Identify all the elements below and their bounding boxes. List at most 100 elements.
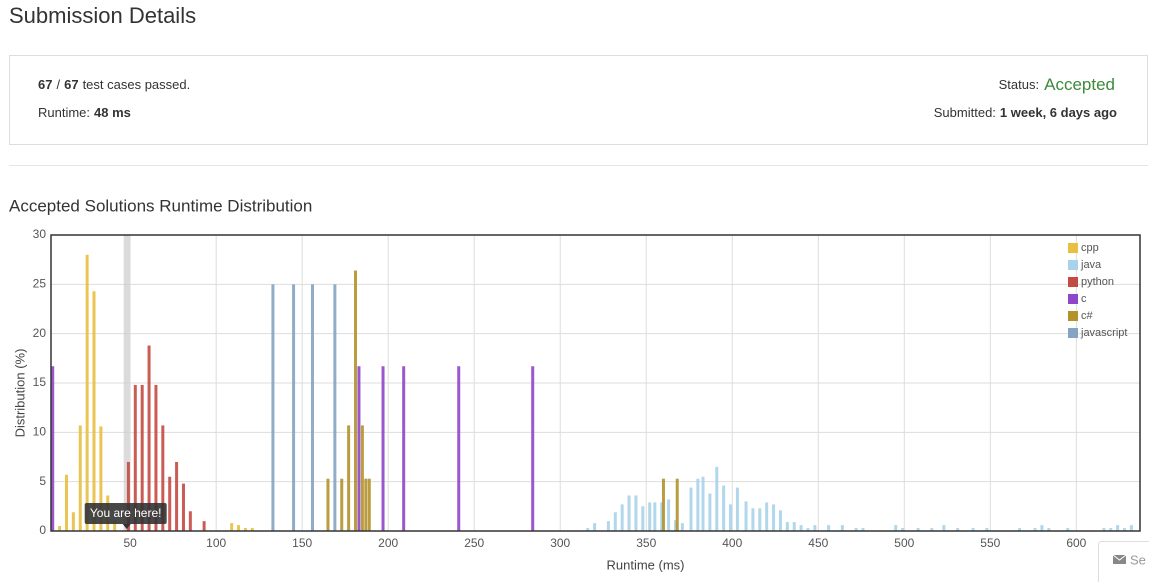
submitted-value: 1 week, 6 days ago bbox=[1000, 105, 1117, 120]
y-tick-label: 15 bbox=[33, 375, 47, 389]
tooltip-text: You are here! bbox=[90, 506, 162, 520]
bar bbox=[93, 291, 96, 531]
legend-label: javascript bbox=[1080, 327, 1127, 339]
bar bbox=[175, 462, 178, 531]
bar bbox=[361, 425, 364, 531]
bar bbox=[364, 479, 367, 531]
status: Status:Accepted bbox=[999, 75, 1115, 94]
legend-swatch bbox=[1068, 311, 1078, 321]
bar bbox=[1116, 525, 1119, 531]
bar bbox=[72, 512, 75, 531]
bar bbox=[368, 479, 371, 531]
bar bbox=[786, 522, 789, 531]
separator: / bbox=[56, 77, 60, 92]
passed-count: 67 bbox=[38, 77, 52, 92]
bar bbox=[745, 501, 748, 531]
bar bbox=[634, 495, 637, 531]
legend-swatch bbox=[1068, 243, 1078, 253]
x-tick-label: 150 bbox=[292, 536, 312, 550]
x-tick-label: 200 bbox=[378, 536, 398, 550]
bar bbox=[827, 525, 830, 531]
submitted: Submitted: 1 week, 6 days ago bbox=[934, 105, 1117, 120]
bar bbox=[311, 284, 314, 531]
y-tick-label: 0 bbox=[39, 523, 46, 537]
bar bbox=[230, 523, 233, 531]
bar bbox=[531, 366, 534, 531]
bar bbox=[696, 479, 699, 531]
legend-label: cpp bbox=[1081, 242, 1099, 254]
bar bbox=[1130, 525, 1133, 531]
bar bbox=[607, 521, 610, 531]
bar bbox=[702, 477, 705, 531]
bar bbox=[641, 506, 644, 531]
bar bbox=[333, 284, 336, 531]
bar bbox=[715, 467, 718, 531]
bar bbox=[708, 494, 711, 531]
bar bbox=[662, 479, 665, 531]
bar bbox=[621, 504, 624, 531]
bar bbox=[772, 504, 775, 531]
bar bbox=[894, 525, 897, 531]
bar bbox=[182, 484, 185, 531]
x-tick-label: 600 bbox=[1066, 536, 1086, 550]
runtime: Runtime: 48 ms bbox=[38, 105, 131, 120]
legend-label: java bbox=[1080, 259, 1102, 271]
x-tick-label: 250 bbox=[464, 536, 484, 550]
bar bbox=[813, 525, 816, 531]
bar bbox=[689, 488, 692, 531]
bar bbox=[1040, 525, 1043, 531]
legend-swatch bbox=[1068, 328, 1078, 338]
bar bbox=[765, 502, 768, 531]
bar bbox=[614, 512, 617, 531]
runtime-label: Runtime: bbox=[38, 105, 90, 120]
bar bbox=[79, 425, 82, 531]
bar bbox=[676, 479, 679, 531]
bar bbox=[189, 511, 192, 531]
bar bbox=[648, 502, 651, 531]
bar bbox=[340, 479, 343, 531]
bar bbox=[653, 502, 656, 531]
bar bbox=[758, 508, 761, 531]
x-tick-label: 300 bbox=[550, 536, 570, 550]
test-cases-text: test cases passed. bbox=[83, 77, 191, 92]
runtime-value: 48 ms bbox=[94, 105, 131, 120]
button-text[interactable]: Se bbox=[1130, 552, 1146, 567]
bar bbox=[65, 475, 68, 531]
bar bbox=[942, 525, 945, 531]
bar bbox=[800, 525, 803, 531]
page-title: Submission Details bbox=[9, 3, 196, 28]
chart-title: Accepted Solutions Runtime Distribution bbox=[9, 196, 312, 215]
y-tick-label: 10 bbox=[33, 425, 47, 439]
bar bbox=[326, 479, 329, 531]
bar bbox=[402, 366, 405, 531]
x-tick-label: 450 bbox=[808, 536, 828, 550]
bar bbox=[347, 425, 350, 531]
bar bbox=[86, 255, 89, 531]
bar bbox=[593, 523, 596, 531]
bar bbox=[203, 521, 206, 531]
x-axis-label: Runtime (ms) bbox=[606, 557, 684, 572]
y-tick-label: 25 bbox=[33, 277, 47, 291]
y-axis-label: Distribution (%) bbox=[12, 349, 27, 438]
bar bbox=[354, 271, 357, 531]
bar bbox=[382, 366, 385, 531]
y-tick-label: 20 bbox=[33, 326, 47, 340]
bar bbox=[357, 366, 360, 531]
bar bbox=[722, 486, 725, 531]
bar bbox=[841, 525, 844, 531]
legend-label: python bbox=[1081, 276, 1114, 288]
footer-button[interactable]: Se bbox=[1099, 542, 1149, 583]
x-tick-label: 400 bbox=[722, 536, 742, 550]
bar bbox=[729, 504, 732, 531]
submitted-label: Submitted: bbox=[934, 105, 996, 120]
bar bbox=[779, 510, 782, 531]
bar bbox=[793, 522, 796, 531]
bar bbox=[681, 523, 684, 531]
status-label: Status: bbox=[999, 77, 1039, 92]
y-tick-label: 5 bbox=[39, 474, 46, 488]
legend-swatch bbox=[1068, 277, 1078, 287]
x-tick-label: 500 bbox=[894, 536, 914, 550]
bar bbox=[237, 525, 240, 531]
